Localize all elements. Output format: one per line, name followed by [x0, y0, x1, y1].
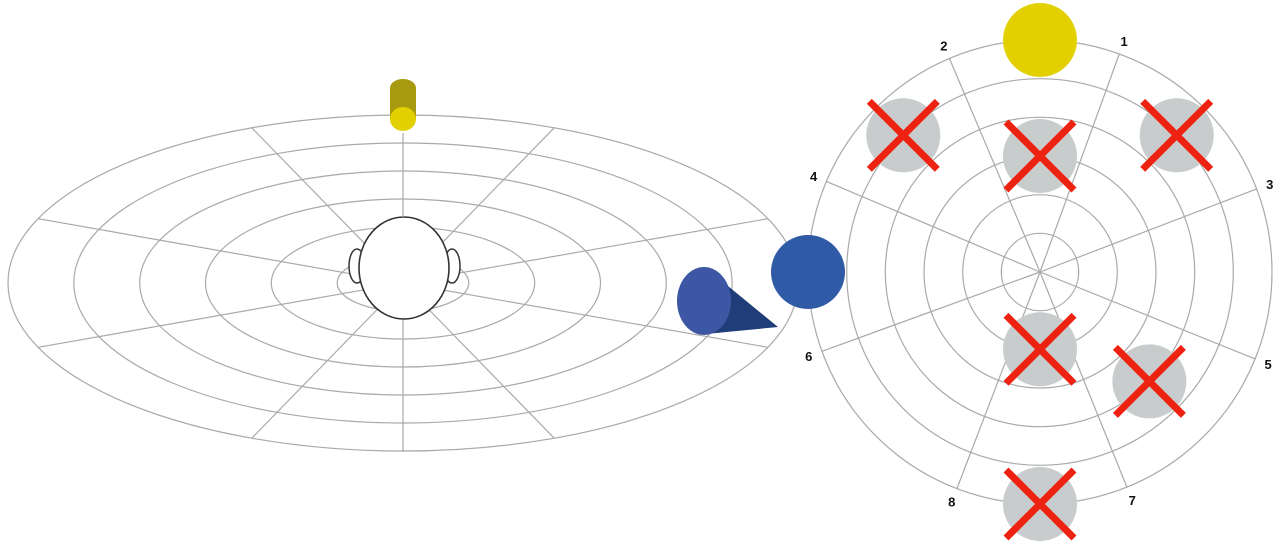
blue-source: [771, 235, 845, 309]
spoke-labels: 1 2 3 4 5 6 7 8: [805, 34, 1273, 510]
spoke-label-3: 3: [1266, 177, 1273, 192]
perspective-spoke: [37, 282, 404, 348]
spoke-2: [948, 58, 1041, 273]
perspective-spoke: [402, 218, 769, 284]
cross-mark-icon: [1140, 98, 1214, 172]
spoke-label-2: 2: [940, 39, 947, 54]
spoke-label-1: 1: [1120, 34, 1127, 49]
spoke-label-6: 6: [805, 349, 812, 364]
spoke-5: [1039, 271, 1256, 360]
top-view: 1 2 3 4 5 6 7 8: [771, 3, 1273, 541]
cross-mark-icon: [1112, 344, 1186, 418]
perspective-spoke: [402, 282, 769, 348]
cross-mark-icon: [1003, 312, 1077, 386]
spoke-1: [1039, 53, 1120, 273]
excluded-position: [1139, 98, 1214, 173]
spoke-label-7: 7: [1129, 493, 1136, 508]
spoke-4: [826, 180, 1041, 273]
excluded-position: [866, 98, 941, 173]
yellow-source: [1003, 3, 1077, 77]
top-view-ring: [846, 78, 1234, 466]
head: [358, 216, 450, 320]
top-view-ring: [1000, 232, 1080, 312]
cross-mark-icon: [866, 98, 940, 172]
spoke-label-4: 4: [810, 169, 818, 184]
excluded-positions: [866, 98, 1214, 541]
spoke-label-8: 8: [948, 495, 955, 510]
cross-mark-icon: [1003, 467, 1077, 541]
excluded-position: [1003, 467, 1077, 541]
top-view-ring: [884, 116, 1196, 428]
spoke-8: [956, 271, 1041, 489]
excluded-position: [1112, 344, 1187, 419]
excluded-position: [1003, 119, 1077, 193]
head-top-view-icon: [348, 216, 461, 320]
spoke-3: [1039, 188, 1257, 273]
spoke-6: [821, 271, 1041, 352]
spoke-7: [1039, 271, 1128, 488]
excluded-position: [1003, 312, 1077, 387]
yellow-source-cylinder: [390, 79, 416, 217]
spoke-label-5: 5: [1264, 357, 1271, 372]
cross-mark-icon: [1003, 119, 1077, 193]
blue-source-cone: [677, 267, 778, 335]
perspective-view: [7, 79, 799, 452]
top-view-grid: [807, 39, 1273, 505]
perspective-spoke: [37, 218, 404, 284]
active-sources: [771, 3, 1077, 309]
